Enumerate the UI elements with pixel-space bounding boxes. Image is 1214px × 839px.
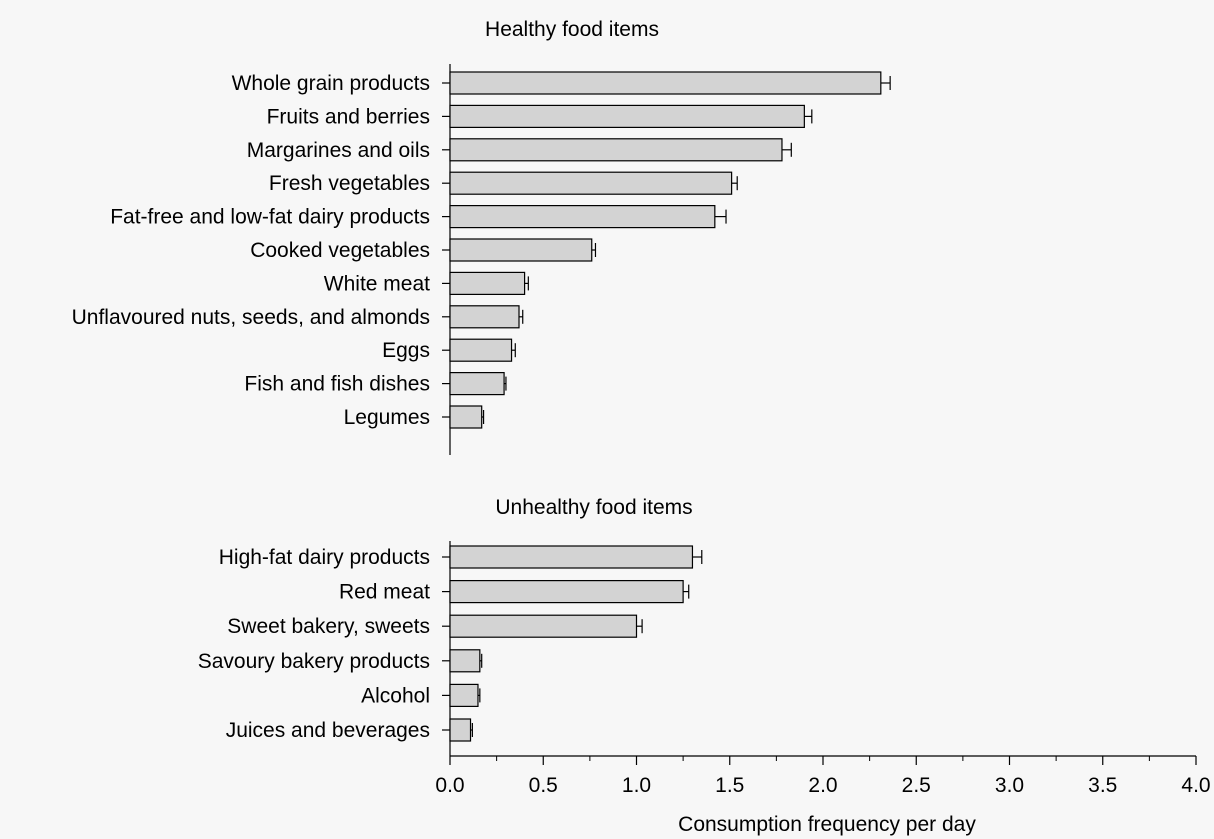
category-label-alcohol: Alcohol [361,684,430,707]
category-label-whole-grain-products: Whole grain products [232,72,430,95]
chart-title-unhealthy: Unhealthy food items [495,496,692,519]
category-label-fat-free-and-low-fat-dairy-products: Fat-free and low-fat dairy products [110,206,430,229]
category-label-unflavoured-nuts-seeds-and-almonds: Unflavoured nuts, seeds, and almonds [72,306,430,329]
bar-fat-free-and-low-fat-dairy-products [449,205,716,229]
bar-unflavoured-nuts-seeds-and-almonds [449,305,520,329]
bar-whole-grain-products [449,71,882,95]
category-label-juices-and-beverages: Juices and beverages [226,719,430,742]
bar-legumes [449,405,483,429]
x-tick-label-1: 0.5 [529,774,558,797]
x-tick-label-8: 4.0 [1181,774,1210,797]
bar-fresh-vegetables [449,171,733,195]
bar-eggs [449,338,513,362]
category-label-legumes: Legumes [344,406,430,429]
bar-juices-and-beverages [449,718,472,742]
bar-cooked-vegetables [449,238,593,262]
category-label-fruits-and-berries: Fruits and berries [267,105,430,128]
category-label-fresh-vegetables: Fresh vegetables [269,172,430,195]
category-label-margarines-and-oils: Margarines and oils [247,139,430,162]
bar-white-meat [449,271,526,295]
category-label-cooked-vegetables: Cooked vegetables [250,239,430,262]
bar-margarines-and-oils [449,138,783,162]
category-label-savoury-bakery-products: Savoury bakery products [198,650,430,673]
x-tick-label-7: 3.5 [1088,774,1117,797]
bar-high-fat-dairy-products [449,545,694,569]
x-axis-label: Consumption frequency per day [678,813,976,836]
category-label-eggs: Eggs [382,339,430,362]
category-label-sweet-bakery-sweets: Sweet bakery, sweets [227,615,430,638]
bar-fish-and-fish-dishes [449,372,505,396]
bar-alcohol [449,683,479,708]
category-label-fish-and-fish-dishes: Fish and fish dishes [244,373,430,396]
x-tick-label-4: 2.0 [808,774,837,797]
bar-savoury-bakery-products [449,649,481,673]
x-tick-label-0: 0.0 [435,774,464,797]
x-tick-label-3: 1.5 [715,774,744,797]
x-tick-label-6: 3.0 [995,774,1024,797]
x-tick-label-5: 2.5 [902,774,931,797]
category-label-white-meat: White meat [324,272,430,295]
x-tick-label-2: 1.0 [622,774,651,797]
bar-red-meat [449,579,684,604]
category-label-high-fat-dairy-products: High-fat dairy products [219,546,430,569]
chart-title-healthy: Healthy food items [485,18,659,41]
bar-fruits-and-berries [449,104,805,129]
category-label-red-meat: Red meat [339,581,430,604]
bar-sweet-bakery-sweets [449,614,638,638]
